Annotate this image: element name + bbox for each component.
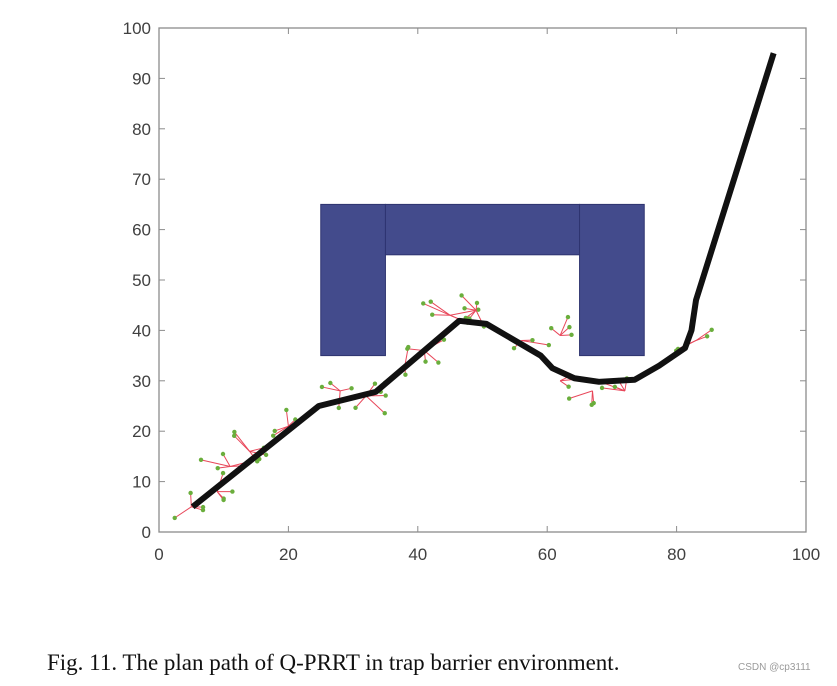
tree-node <box>349 386 354 391</box>
tree-edge <box>430 301 451 316</box>
tree-node <box>405 346 410 351</box>
tree-node <box>230 489 235 494</box>
tree-edge <box>365 395 386 414</box>
tree-edge <box>233 435 250 452</box>
tree-node <box>172 515 177 521</box>
tree-edge <box>423 350 439 363</box>
y-tick-label: 0 <box>142 523 151 542</box>
tree-node <box>462 306 467 311</box>
tree-node <box>272 428 277 434</box>
x-tick-label: 80 <box>667 545 686 564</box>
tree-node <box>474 300 480 306</box>
tree-node <box>328 380 333 386</box>
y-axis: 0 10 20 30 40 50 60 70 80 90 100 <box>123 19 806 542</box>
tree-node <box>565 314 571 320</box>
x-tick-label: 40 <box>408 545 427 564</box>
y-tick-label: 50 <box>132 271 151 290</box>
tree-node <box>546 342 552 348</box>
y-tick-label: 20 <box>132 422 151 441</box>
obstacle-right-block <box>579 203 645 357</box>
tree-node <box>372 381 378 386</box>
tree-node <box>704 334 710 339</box>
tree-node <box>220 470 226 476</box>
tree-node <box>530 337 535 343</box>
y-tick-label: 30 <box>132 372 151 391</box>
tree-node <box>403 372 408 377</box>
tree-edge <box>423 302 451 316</box>
tree-node <box>232 433 237 439</box>
figure-caption: Fig. 11. The plan path of Q-PRRT in trap… <box>47 650 620 675</box>
tree-node <box>263 452 269 458</box>
tree-node <box>569 332 574 338</box>
y-tick-label: 70 <box>132 170 151 189</box>
tree-edge <box>461 295 477 311</box>
tree-node <box>221 497 226 503</box>
tree-node <box>599 385 605 391</box>
tree-node <box>200 504 206 510</box>
tree-node <box>476 307 481 312</box>
chart: 0 20 40 60 80 100 0 10 20 30 40 50 60 70 80 90 100 <box>123 19 821 564</box>
tree-node <box>188 490 193 496</box>
tree-edge <box>450 309 479 316</box>
tree-node <box>423 359 428 364</box>
tree-node <box>459 293 464 298</box>
y-tick-label: 100 <box>123 19 151 38</box>
y-tick-label: 40 <box>132 321 151 340</box>
x-axis: 0 20 40 60 80 100 <box>154 28 820 564</box>
tree-edge <box>432 314 451 316</box>
tree-edge <box>559 316 569 336</box>
watermark: CSDN @cp3111 <box>738 662 811 673</box>
tree-edge <box>601 387 625 392</box>
tree-node <box>220 451 226 457</box>
tree-node <box>566 396 572 401</box>
x-tick-label: 60 <box>538 545 557 564</box>
planned-path-line <box>190 52 777 510</box>
y-tick-label: 90 <box>132 69 151 88</box>
tree-node <box>382 411 387 416</box>
x-tick-label: 100 <box>792 545 820 564</box>
tree-edge <box>285 409 289 427</box>
tree-node <box>232 429 237 435</box>
tree-node <box>709 327 714 333</box>
tree-node <box>215 465 220 471</box>
tree-edge <box>200 459 231 467</box>
tree-node <box>430 312 435 317</box>
tree-edge <box>355 395 367 409</box>
obstacle-top-bar <box>384 203 581 256</box>
tree-node <box>271 433 276 438</box>
tree-node <box>549 326 554 331</box>
tree-edge <box>222 453 231 467</box>
tree-node <box>198 457 204 463</box>
y-tick-label: 10 <box>132 473 151 492</box>
tree-edge <box>274 425 289 432</box>
obstacle-left-block <box>320 203 386 357</box>
obstacles <box>320 203 645 357</box>
tree-node <box>428 299 433 304</box>
tree-node <box>421 301 426 306</box>
tree-node <box>511 345 517 351</box>
tree-edge <box>521 339 549 346</box>
x-tick-label: 20 <box>279 545 298 564</box>
tree-edge <box>272 425 289 437</box>
y-tick-label: 60 <box>132 221 151 240</box>
tree-node <box>336 405 341 411</box>
tree-edge <box>695 329 712 341</box>
tree-node <box>284 407 289 413</box>
tree-node <box>383 393 388 398</box>
tree-edge <box>321 386 341 392</box>
tree-node <box>567 324 572 330</box>
tree-edge <box>174 506 192 519</box>
y-tick-label: 80 <box>132 120 151 139</box>
tree-node <box>612 384 618 390</box>
tree-node <box>319 384 325 390</box>
tree-node <box>353 405 358 410</box>
tree-node <box>566 384 571 389</box>
x-tick-label: 0 <box>154 545 163 564</box>
tree-node <box>591 400 596 406</box>
tree-edge <box>568 390 593 400</box>
tree-node <box>255 459 260 464</box>
tree-node <box>436 360 441 365</box>
